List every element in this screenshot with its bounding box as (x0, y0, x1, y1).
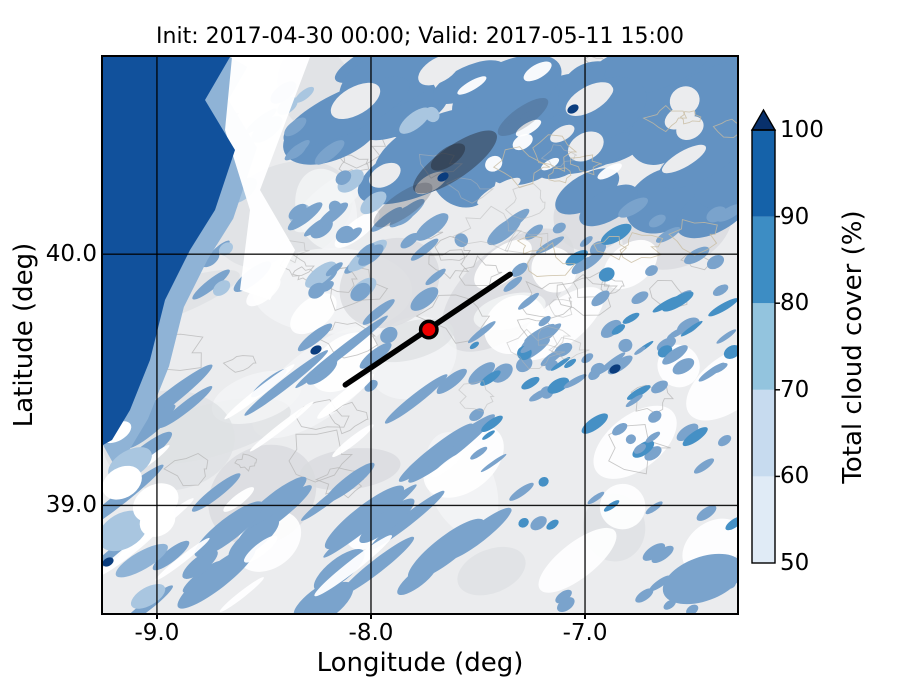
ocean-cloud-mass (103, 57, 235, 445)
station-marker (418, 319, 439, 340)
x-tick-label: -8.0 (348, 620, 394, 646)
x-tick-mark (584, 613, 587, 619)
plot-title: Init: 2017-04-30 00:00; Valid: 2017-05-1… (156, 24, 684, 49)
y-axis-label: Latitude (deg) (9, 242, 39, 428)
x-tick-mark (155, 613, 158, 619)
colorbar-tick-label: 60 (780, 463, 810, 490)
colorbar-tick-label: 80 (780, 290, 810, 317)
colorbar-segment (752, 216, 775, 304)
map-plot-area (101, 55, 739, 615)
colorbar-extend-arrow (750, 108, 777, 131)
y-tick-label: 39.0 (45, 492, 97, 519)
x-tick-mark (369, 613, 372, 619)
colorbar-tick-label: 70 (780, 376, 810, 403)
colorbar-segment (752, 476, 775, 563)
colorbar-tick-label: 50 (780, 550, 810, 576)
x-tick-label: -7.0 (562, 620, 608, 646)
colorbar-segment (752, 389, 775, 477)
colorbar-tick-label: 100 (780, 117, 824, 143)
x-axis-label: Longitude (deg) (316, 648, 524, 678)
colorbar-segment (752, 303, 775, 390)
cloud-cover-map (103, 57, 737, 613)
y-tick-label: 40.0 (45, 241, 97, 268)
x-tick-label: -9.0 (134, 620, 180, 646)
colorbar (750, 108, 780, 564)
colorbar-tick-label: 90 (780, 203, 810, 230)
colorbar-segment (752, 130, 775, 217)
clear-wedge (225, 57, 310, 300)
colorbar-label: Total cloud cover (%) (838, 210, 868, 484)
